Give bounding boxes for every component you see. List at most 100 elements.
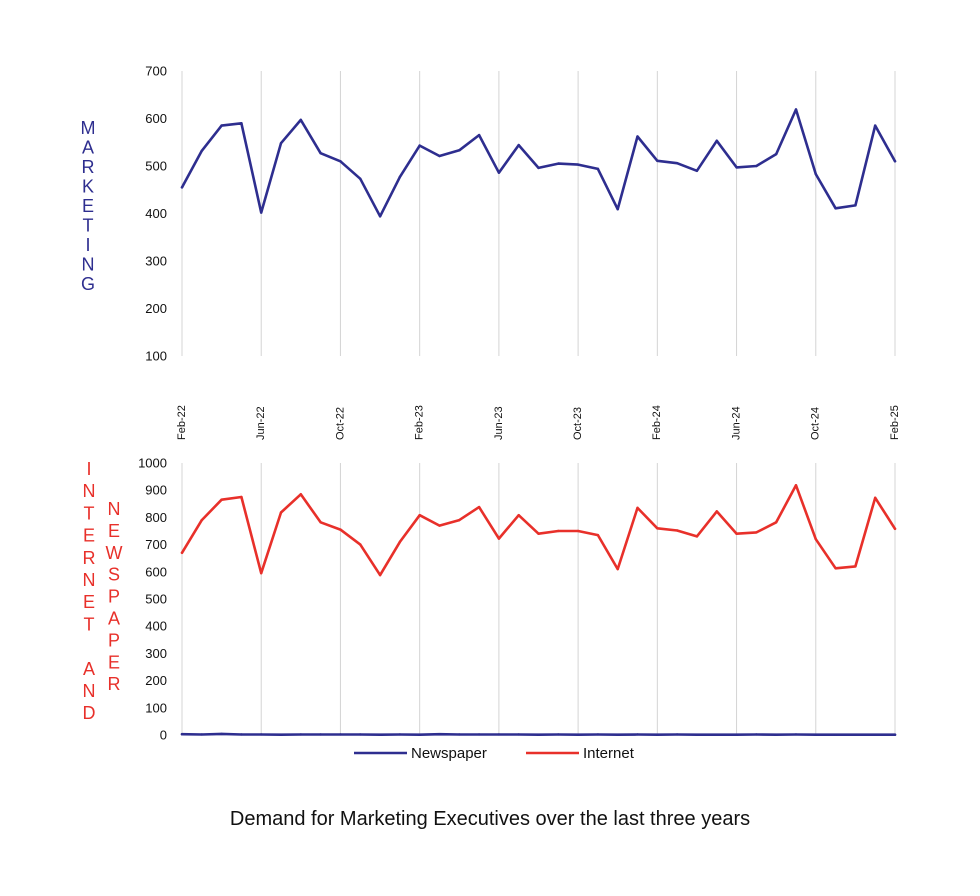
- internet-newspaper-panel: 0 100 200 300 400 500 600 700 800 900 1000: [138, 456, 897, 743]
- data-point-newspaper: [735, 733, 738, 736]
- data-point-internet: [438, 524, 441, 527]
- top-xtick-label: Feb-25: [889, 405, 901, 440]
- bottom-ytick-label: 700: [145, 537, 167, 552]
- bottom-ytick-label: 400: [145, 619, 167, 634]
- data-point-internet: [755, 531, 758, 534]
- top-ytick-label: 500: [145, 159, 167, 174]
- bottom-ytick-label: 900: [145, 483, 167, 498]
- legend-label-internet: Internet: [583, 745, 635, 762]
- data-point-internet: [497, 537, 501, 540]
- top-xtick-label: Feb-24: [651, 405, 663, 440]
- data-point-newspaper: [359, 733, 362, 736]
- data-point-newspaper: [378, 733, 382, 736]
- data-point-internet: [893, 527, 897, 531]
- data-point-newspaper: [299, 733, 303, 736]
- data-point-internet: [279, 511, 283, 514]
- top-xtick-label: Feb-23: [414, 405, 426, 440]
- data-point-internet: [774, 521, 778, 524]
- data-point-internet: [695, 535, 699, 538]
- data-point-internet: [517, 514, 520, 517]
- data-point-newspaper: [477, 733, 481, 736]
- data-point-internet: [458, 518, 461, 522]
- data-point-newspaper: [240, 733, 243, 736]
- data-point-newspaper: [675, 733, 679, 736]
- data-point-internet: [319, 521, 322, 524]
- data-point-internet: [834, 567, 837, 570]
- top-xtick-label: Jun-23: [493, 406, 505, 440]
- top-ytick-label: 700: [145, 64, 167, 79]
- data-point-marketing: [339, 160, 342, 163]
- data-point-internet: [359, 543, 362, 546]
- data-point-marketing: [675, 161, 679, 165]
- chart-caption: Demand for Marketing Executives over the…: [229, 808, 751, 830]
- top-xtick-label: Feb-22: [176, 405, 188, 440]
- data-point-newspaper: [576, 733, 580, 736]
- data-point-internet: [378, 573, 382, 577]
- data-point-marketing: [438, 154, 441, 158]
- data-point-marketing: [279, 142, 283, 145]
- bottom-ytick-label: 1000: [138, 456, 167, 471]
- bottom-ytick-label: 600: [145, 564, 167, 579]
- data-point-newspaper: [180, 732, 184, 736]
- data-point-internet: [398, 540, 402, 544]
- bottom-ytick-label: 300: [145, 646, 167, 661]
- data-point-newspaper: [656, 733, 659, 736]
- data-point-marketing: [319, 151, 322, 155]
- data-point-newspaper: [339, 733, 342, 736]
- data-point-marketing: [517, 143, 520, 147]
- data-point-marketing: [398, 175, 402, 179]
- data-point-newspaper: [557, 733, 560, 736]
- top-ytick-label: 100: [145, 349, 167, 364]
- data-point-marketing: [418, 144, 421, 147]
- series-line-marketing: [180, 108, 897, 218]
- data-point-newspaper: [220, 732, 223, 736]
- data-point-newspaper: [873, 733, 877, 736]
- data-point-marketing: [616, 208, 619, 211]
- data-point-marketing: [774, 152, 778, 156]
- data-point-newspaper: [398, 733, 402, 736]
- data-point-internet: [873, 496, 877, 500]
- data-point-marketing: [854, 204, 857, 207]
- data-point-newspaper: [834, 733, 837, 736]
- data-point-newspaper: [695, 733, 699, 736]
- data-point-newspaper: [636, 733, 639, 736]
- data-point-newspaper: [517, 733, 520, 736]
- data-point-internet: [814, 537, 817, 541]
- data-point-internet: [656, 527, 659, 530]
- top-ytick-label: 400: [145, 206, 167, 221]
- data-point-internet: [557, 529, 560, 533]
- data-point-internet: [260, 571, 263, 575]
- data-point-internet: [240, 495, 243, 499]
- data-point-newspaper: [200, 733, 204, 736]
- data-point-marketing: [755, 164, 758, 168]
- data-point-newspaper: [755, 733, 758, 736]
- data-point-newspaper: [814, 733, 817, 736]
- data-point-newspaper: [893, 733, 897, 736]
- data-point-newspaper: [319, 733, 322, 736]
- top-xtick-label: Jun-24: [730, 406, 742, 440]
- data-point-internet: [596, 533, 600, 537]
- data-point-internet: [418, 514, 421, 517]
- data-point-marketing: [458, 149, 461, 152]
- data-point-newspaper: [418, 733, 421, 736]
- data-point-marketing: [656, 159, 659, 162]
- data-point-internet: [715, 510, 718, 513]
- data-point-marketing: [260, 211, 263, 214]
- data-point-marketing: [695, 169, 699, 172]
- data-point-marketing: [180, 186, 184, 189]
- data-point-marketing: [359, 177, 362, 181]
- data-point-newspaper: [774, 733, 778, 736]
- top-xtick-label: Jun-22: [255, 406, 267, 440]
- data-point-marketing: [240, 122, 243, 125]
- data-point-marketing: [477, 133, 481, 137]
- data-point-newspaper: [794, 733, 798, 736]
- data-point-marketing: [794, 108, 798, 111]
- data-point-newspaper: [854, 733, 857, 736]
- data-point-internet: [794, 484, 798, 487]
- data-point-internet: [339, 528, 342, 531]
- bottom-ytick-label: 100: [145, 700, 167, 715]
